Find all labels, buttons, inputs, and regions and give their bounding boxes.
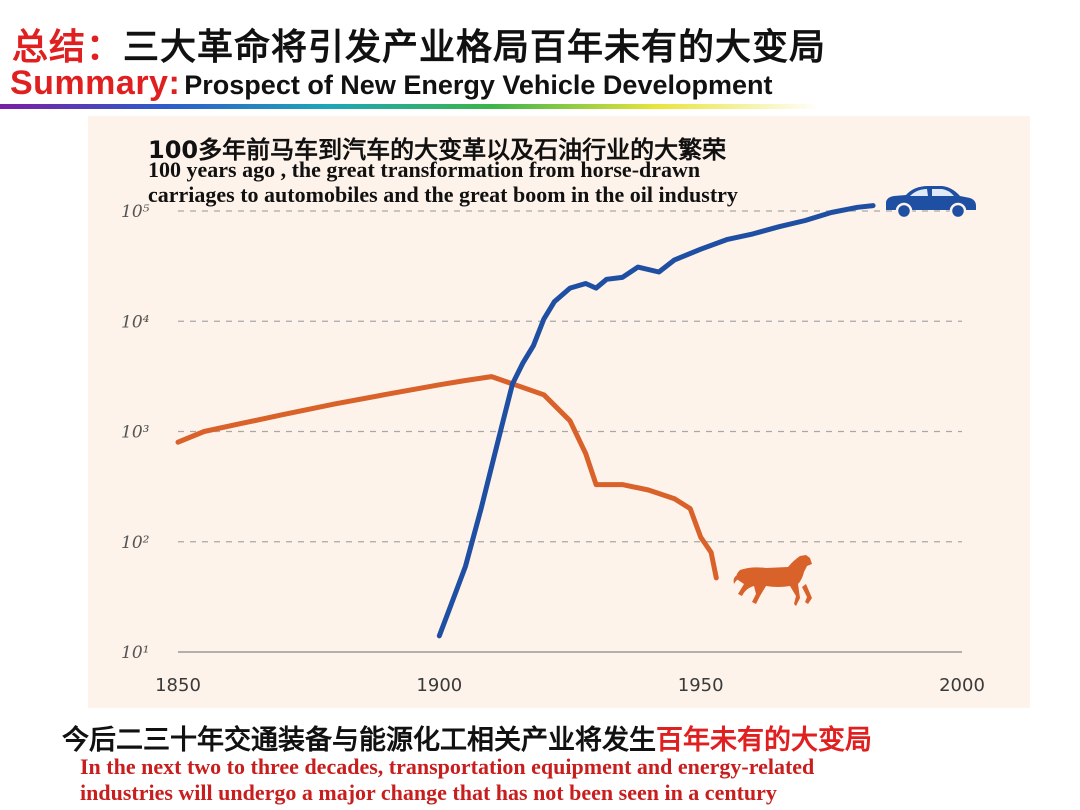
y-tick-label: 10⁵ <box>121 202 150 222</box>
x-tick-labels: 1850 1900 1950 2000 <box>155 675 985 696</box>
series-line-car <box>436 203 876 639</box>
page-title-en: Summary: Prospect of New Energy Vehicle D… <box>10 64 772 103</box>
series <box>175 203 876 639</box>
rainbow-divider <box>0 104 820 109</box>
grid-lines <box>178 210 962 543</box>
x-tick-label: 1900 <box>416 675 462 696</box>
page-title-cn: 总结：三大革命将引发产业格局百年未有的大变局 <box>12 18 826 70</box>
title-en-main: Prospect of New Energy Vehicle Developme… <box>184 70 773 100</box>
x-tick-label: 2000 <box>939 675 985 696</box>
conclusion-en: In the next two to three decades, transp… <box>80 754 815 805</box>
horse-icon <box>733 555 812 606</box>
y-tick-label: 10³ <box>121 423 150 443</box>
x-tick-label: 1850 <box>155 675 201 696</box>
y-tick-label: 10² <box>121 533 150 553</box>
car-icon <box>886 186 976 220</box>
title-cn-main: 三大革命将引发产业格局百年未有的大变局 <box>123 27 827 68</box>
series-line-horse <box>175 374 719 581</box>
title-en-prefix: Summary: <box>10 64 181 102</box>
conclusion-cn: 今后二三十年交通装备与能源化工相关产业将发生百年未有的大变局 <box>62 718 872 757</box>
y-tick-label: 10¹ <box>121 643 149 663</box>
annotation-cn: 100多年前马车到汽车的大变革以及石油行业的大繁荣 <box>148 136 727 164</box>
conclusion-cn-highlight: 百年未有的大变局 <box>656 725 872 756</box>
annotation-en: 100 years ago , the great transformation… <box>148 157 738 207</box>
title-cn-prefix: 总结： <box>12 27 124 68</box>
y-tick-labels: 10¹ 10² 10³ 10⁴ 10⁵ <box>121 202 150 663</box>
x-tick-label: 1950 <box>678 675 724 696</box>
conclusion-cn-prefix: 今后二三十年交通装备与能源化工相关产业将发生 <box>62 725 656 756</box>
y-tick-label: 10⁴ <box>121 312 150 332</box>
